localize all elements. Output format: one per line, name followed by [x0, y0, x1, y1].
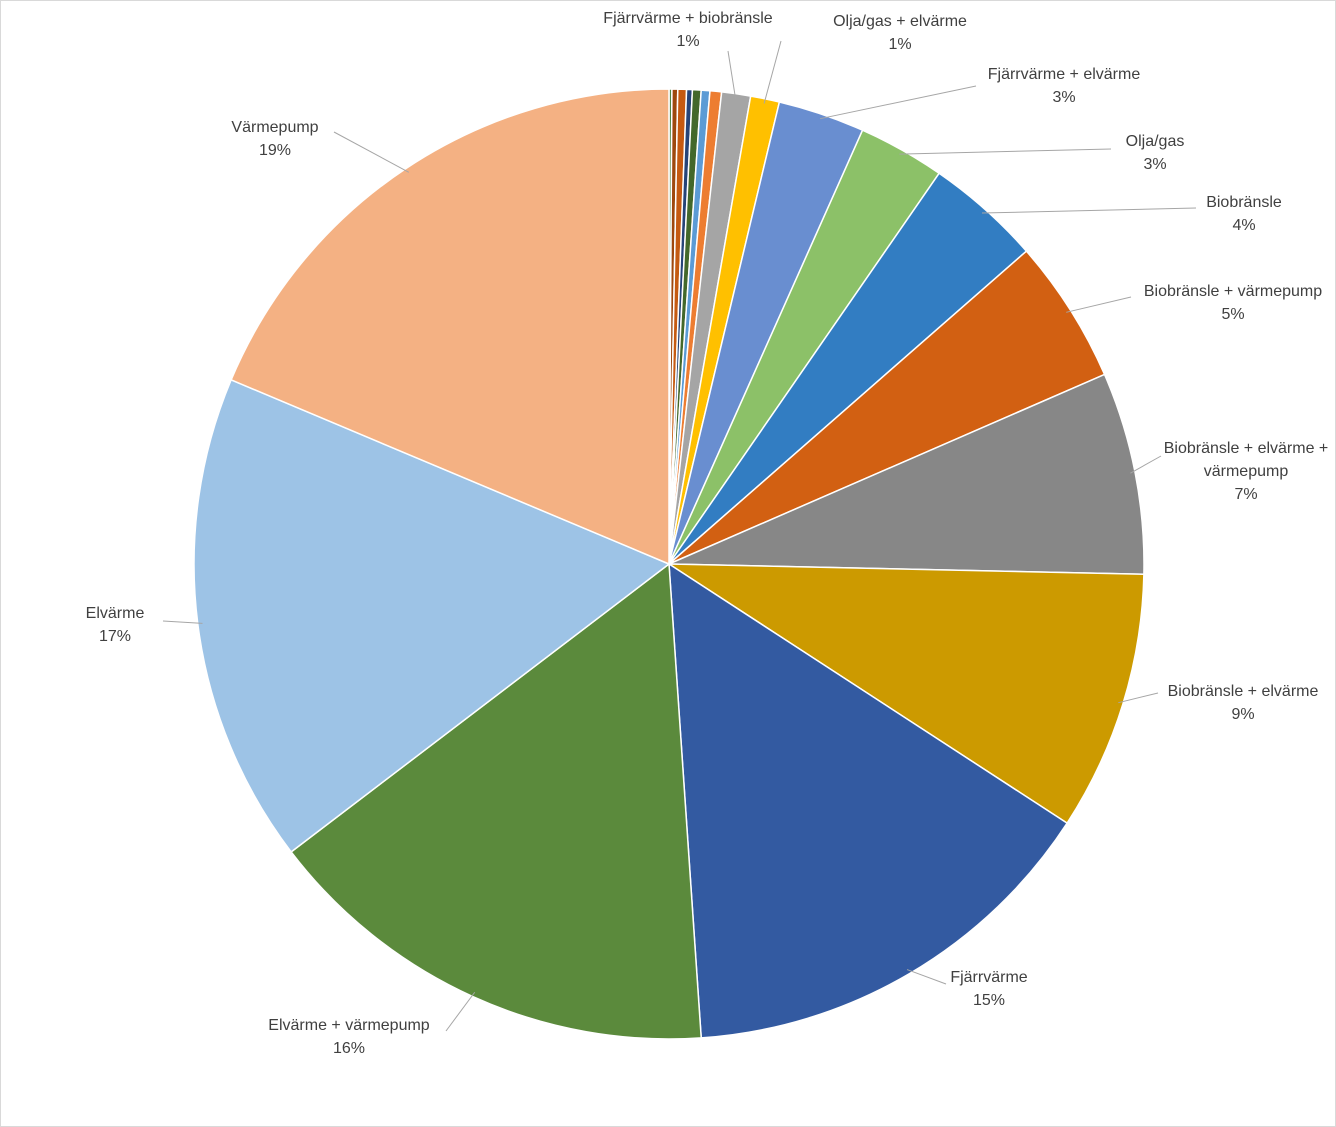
- pie-slice: [230, 88, 670, 566]
- value-label: 15%: [972, 992, 1006, 1009]
- category-label: Värmepump: [231, 119, 319, 136]
- category-label: Biobränsle: [1206, 194, 1282, 211]
- value-label: 9%: [1231, 706, 1255, 723]
- data-label: Värmepump 19%: [205, 116, 345, 162]
- data-label: Biobränsle + elvärme 9%: [1143, 680, 1335, 726]
- value-label: 3%: [1143, 156, 1167, 173]
- leader-line: [899, 148, 1112, 155]
- category-label: Biobränsle + elvärme + värmepump: [1163, 440, 1329, 480]
- category-label: Olja/gas: [1125, 133, 1185, 150]
- pie-slice: [666, 563, 1145, 825]
- pie-slice: [668, 373, 1145, 576]
- pie-slice: [193, 378, 671, 853]
- value-label: 4%: [1232, 217, 1256, 234]
- value-label: 7%: [1234, 486, 1258, 503]
- leader-line: [333, 131, 410, 173]
- data-label: Elvärme 17%: [55, 602, 175, 648]
- leader-line: [1118, 692, 1159, 704]
- data-label: Olja/gas 3%: [1095, 130, 1215, 176]
- value-label: 17%: [98, 628, 132, 645]
- leader-line: [906, 969, 947, 985]
- leader-line: [162, 620, 203, 624]
- category-label: Fjärrvärme: [950, 969, 1028, 986]
- value-label: 1%: [888, 36, 912, 53]
- data-label: Elvärme + värmepump 16%: [249, 1014, 449, 1060]
- category-label: Biobränsle + värmepump: [1143, 283, 1323, 300]
- data-label: Biobränsle + värmepump 5%: [1123, 280, 1335, 326]
- leader-line: [445, 991, 476, 1032]
- value-label: 16%: [332, 1040, 366, 1057]
- data-label: Olja/gas + elvärme 1%: [800, 10, 1000, 56]
- category-label: Biobränsle + elvärme: [1167, 683, 1319, 700]
- leader-line: [981, 207, 1197, 214]
- leader-line: [819, 85, 977, 120]
- value-label: 3%: [1052, 89, 1076, 106]
- leader-line: [763, 40, 782, 104]
- leader-line: [727, 50, 737, 99]
- value-label: 5%: [1221, 306, 1245, 323]
- value-label: 1%: [676, 33, 700, 50]
- data-label: Fjärrvärme + elvärme 3%: [954, 63, 1174, 109]
- data-label: Fjärrvärme + biobränsle 1%: [568, 7, 808, 53]
- category-label: Olja/gas + elvärme: [833, 13, 967, 30]
- pie-slice: [668, 562, 1069, 1039]
- value-label: 19%: [258, 142, 292, 159]
- category-label: Elvärme + värmepump: [268, 1017, 430, 1034]
- data-label: Biobränsle + elvärme + värmepump 7%: [1156, 437, 1335, 506]
- data-label: Fjärrvärme 15%: [919, 966, 1059, 1012]
- data-label: Biobränsle 4%: [1184, 191, 1304, 237]
- leader-line: [1130, 455, 1162, 474]
- leader-line: [1066, 296, 1132, 313]
- pie-slice: [668, 250, 1106, 565]
- category-label: Elvärme: [85, 605, 145, 622]
- category-label: Fjärrvärme + elvärme: [987, 66, 1141, 83]
- pie-slice: [290, 562, 703, 1040]
- category-label: Fjärrvärme + biobränsle: [603, 10, 773, 27]
